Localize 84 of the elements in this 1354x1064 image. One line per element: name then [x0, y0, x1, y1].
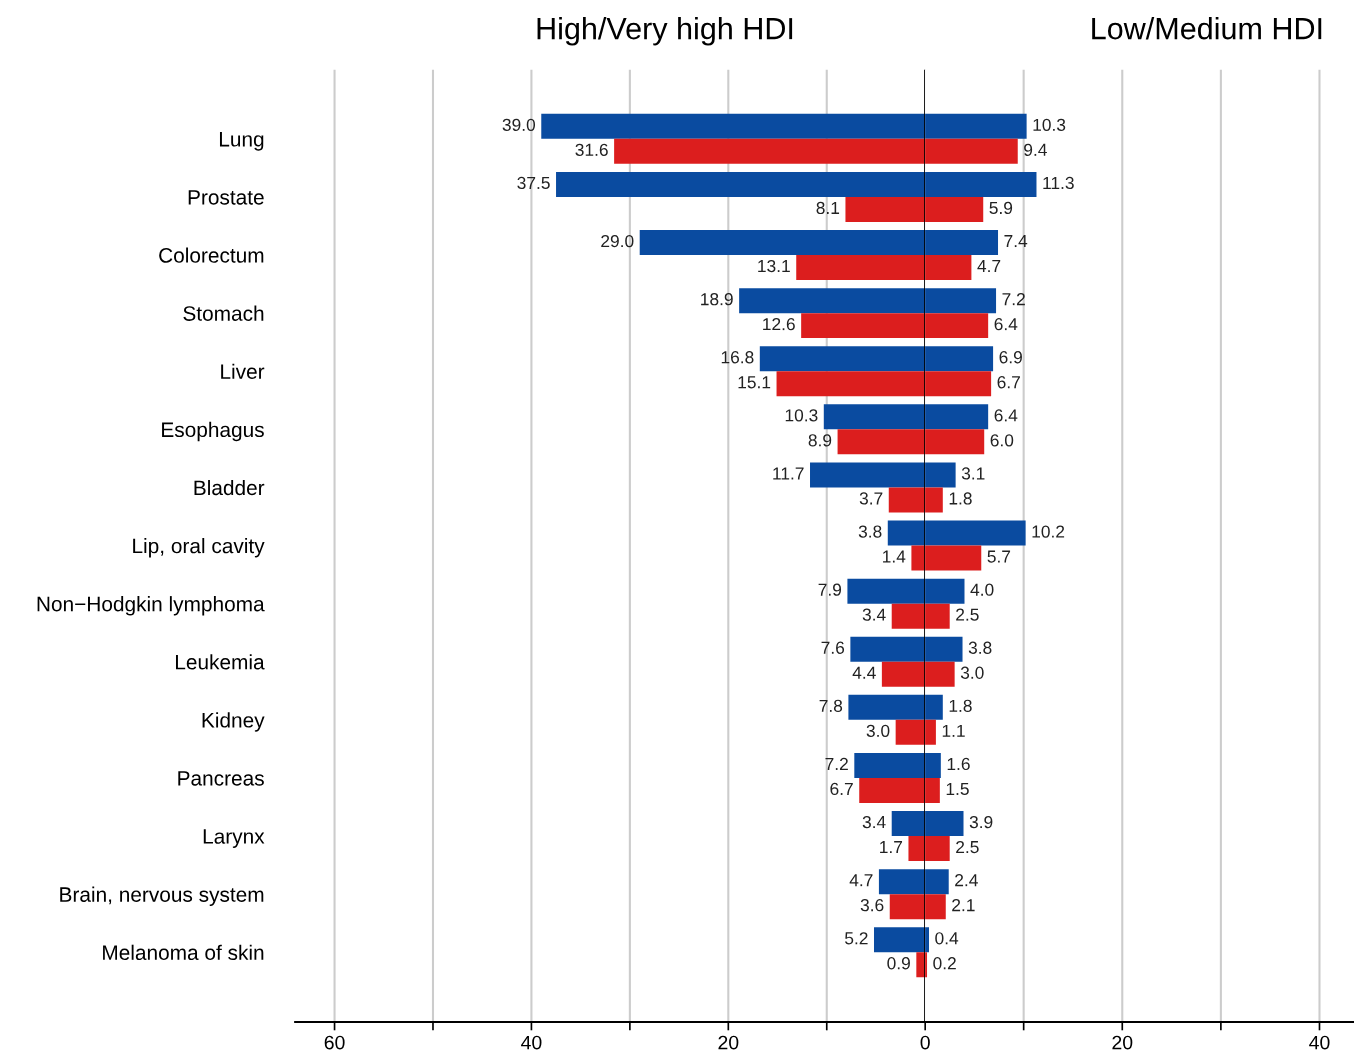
data-label: 13.1: [758, 259, 790, 273]
data-label: 1.4: [883, 550, 906, 563]
y-tick-label: Liver: [221, 363, 265, 379]
data-label: 3.1: [961, 467, 985, 480]
data-label: 1.1: [942, 724, 965, 737]
data-label: 8.9: [808, 434, 832, 447]
data-label: 10.2: [1032, 525, 1065, 538]
data-label: 3.4: [862, 608, 886, 621]
y-tick-label: Larynx: [203, 829, 265, 848]
data-label: 6.7: [997, 376, 1020, 389]
y-tick-label: Brain, nervous system: [60, 886, 264, 907]
data-label: 12.6: [763, 317, 795, 331]
data-label: 6.9: [999, 351, 1022, 364]
data-label: 7.6: [821, 641, 845, 654]
data-label: 11.3: [1043, 176, 1074, 190]
y-tick-label: Pancreas: [178, 771, 264, 786]
data-label: 6.4: [994, 409, 1018, 422]
data-label: 7.8: [819, 699, 843, 713]
data-label: 6.0: [990, 434, 1014, 447]
data-label: 1.8: [949, 699, 972, 713]
data-label: 4.7: [849, 874, 873, 887]
data-label: 0.4: [935, 932, 959, 945]
data-label: 4.7: [977, 260, 1001, 273]
y-tick-label: Non−Hodgkin lymphoma: [37, 596, 265, 616]
data-label: 2.5: [956, 840, 979, 854]
bar: [916, 952, 926, 978]
data-label: 3.6: [860, 899, 884, 912]
data-label: 7.4: [1004, 235, 1028, 248]
data-label: 1.5: [946, 782, 969, 796]
data-label: 18.9: [701, 293, 733, 306]
x-tick-label: 60: [324, 1035, 345, 1050]
data-label: 31.6: [575, 143, 608, 156]
data-label: 6.4: [994, 317, 1018, 331]
data-label: 5.2: [845, 932, 868, 945]
data-label: 3.9: [969, 815, 993, 829]
data-label: 39.0: [502, 118, 536, 131]
y-tick-label: Stomach: [183, 305, 264, 321]
data-label: 0.2: [933, 957, 956, 970]
chart-title: High/Very high HDI: [537, 16, 793, 46]
data-label: 0.9: [887, 957, 910, 970]
x-tick-label: 0: [920, 1035, 930, 1050]
data-label: 1.6: [947, 757, 970, 771]
data-label: 3.0: [866, 724, 890, 737]
data-label: 7.2: [825, 757, 848, 770]
y-tick-label: Prostate: [188, 190, 264, 205]
data-label: 7.9: [818, 583, 842, 596]
data-label: 1.8: [949, 492, 972, 505]
data-label: 3.4: [862, 815, 886, 829]
data-label: 3.8: [858, 525, 882, 538]
data-label: 15.1: [738, 376, 771, 389]
data-label: 2.4: [955, 874, 978, 887]
data-label: 3.8: [968, 641, 992, 654]
data-label: 6.7: [830, 782, 853, 796]
data-label: 3.0: [960, 666, 984, 679]
y-tick-label: Leukemia: [176, 654, 265, 670]
data-label: 5.9: [989, 201, 1013, 215]
data-label: 1.7: [880, 841, 903, 854]
y-tick-label: Lung: [219, 132, 264, 151]
data-label: 4.4: [852, 666, 876, 679]
data-label: 11.7: [773, 467, 804, 480]
x-tick-label: 20: [1112, 1035, 1133, 1050]
chart-title: Low/Medium HDI: [1092, 16, 1322, 40]
data-label: 37.5: [517, 176, 550, 190]
y-tick-label: Melanoma of skin: [103, 944, 264, 960]
y-tick-label: Colorectum: [159, 247, 264, 263]
x-tick-label: 40: [1309, 1035, 1330, 1050]
y-tick-label: Lip, oral cavity: [133, 537, 265, 558]
data-label: 2.5: [956, 608, 979, 621]
x-tick-label: 40: [521, 1035, 542, 1050]
data-label: 4.0: [970, 583, 994, 596]
data-label: 3.7: [859, 492, 883, 505]
y-tick-label: Bladder: [194, 479, 265, 496]
data-label: 10.3: [785, 409, 818, 422]
data-label: 5.7: [987, 550, 1011, 563]
data-label: 29.0: [601, 234, 634, 248]
data-label: 9.4: [1024, 143, 1047, 156]
data-label: 16.8: [721, 351, 754, 364]
x-tick-label: 20: [718, 1035, 739, 1050]
y-tick-label: Kidney: [202, 712, 265, 732]
data-label: 2.1: [952, 899, 975, 912]
data-label: 8.1: [816, 201, 840, 215]
y-tick-label: Esophagus: [162, 421, 264, 442]
data-label: 10.3: [1033, 118, 1066, 131]
data-label: 7.2: [1002, 293, 1025, 306]
